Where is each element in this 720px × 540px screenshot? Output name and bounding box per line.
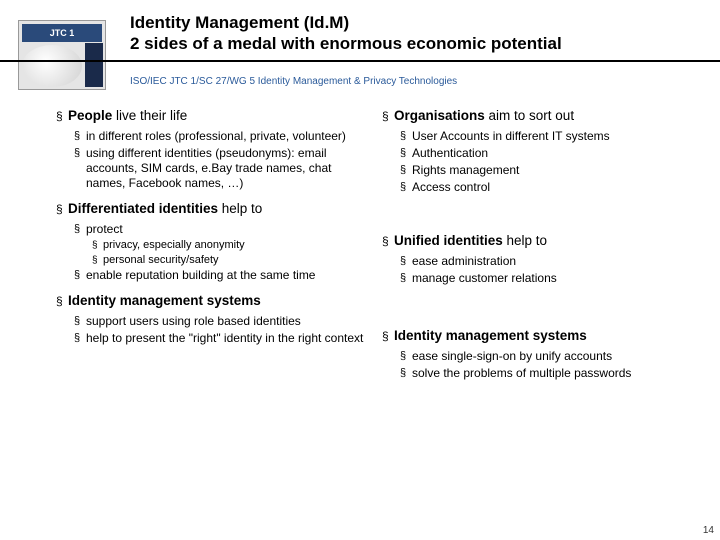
bullet-differentiated: Differentiated identities help to	[56, 201, 364, 218]
bullet-people-bold: People	[68, 108, 112, 123]
bullet-authentication: Authentication	[400, 146, 690, 161]
bullet-differentiated-rest: help to	[218, 201, 262, 216]
bullet-reputation: enable reputation building at the same t…	[74, 268, 364, 283]
bullet-idm-right-bold: Identity management systems	[394, 328, 587, 343]
bullet-privacy: privacy, especially anonymity	[92, 239, 364, 253]
title-line-1: Identity Management (Id.M)	[130, 13, 349, 32]
subheader: ISO/IEC JTC 1/SC 27/WG 5 Identity Manage…	[130, 76, 457, 87]
left-group-people: People live their life in different role…	[56, 108, 364, 191]
bullet-unified: Unified identities help to	[382, 233, 690, 250]
bullet-orgs-rest: aim to sort out	[485, 108, 574, 123]
content-area: People live their life in different role…	[56, 108, 690, 516]
right-group-orgs: Organisations aim to sort out User Accou…	[382, 108, 690, 195]
bullet-orgs: Organisations aim to sort out	[382, 108, 690, 125]
logo-sphere-icon	[22, 45, 82, 87]
right-column: Organisations aim to sort out User Accou…	[382, 108, 690, 516]
bullet-access-control: Access control	[400, 180, 690, 195]
title-underline	[0, 60, 720, 62]
bullet-ease-admin: ease administration	[400, 254, 690, 269]
page-number: 14	[703, 525, 714, 536]
title-line-2: 2 sides of a medal with enormous economi…	[130, 34, 562, 53]
bullet-security: personal security/safety	[92, 254, 364, 268]
left-group-differentiated: Differentiated identities help to protec…	[56, 201, 364, 283]
bullet-role-based: support users using role based identitie…	[74, 314, 364, 329]
logo-side-bar	[85, 43, 103, 87]
bullet-idm-left-bold: Identity management systems	[68, 293, 261, 308]
bullet-unified-rest: help to	[503, 233, 547, 248]
bullet-passwords: solve the problems of multiple passwords	[400, 366, 690, 381]
logo-jtc-label: JTC 1	[22, 24, 102, 42]
slide-header: JTC 1 Identity Management (Id.M) 2 sides…	[0, 0, 720, 95]
bullet-orgs-bold: Organisations	[394, 108, 485, 123]
bullet-rights: Rights management	[400, 163, 690, 178]
left-column: People live their life in different role…	[56, 108, 364, 516]
bullet-user-accounts: User Accounts in different IT systems	[400, 129, 690, 144]
right-group-unified: Unified identities help to ease administ…	[382, 233, 690, 286]
bullet-people: People live their life	[56, 108, 364, 125]
bullet-differentiated-bold: Differentiated identities	[68, 201, 218, 216]
bullet-unified-bold: Unified identities	[394, 233, 503, 248]
bullet-pseudonyms: using different identities (pseudonyms):…	[74, 146, 364, 191]
logo-box: JTC 1	[18, 20, 106, 90]
bullet-protect: protect	[74, 222, 364, 237]
bullet-idm-right: Identity management systems	[382, 328, 690, 345]
bullet-idm-left: Identity management systems	[56, 293, 364, 310]
title-block: Identity Management (Id.M) 2 sides of a …	[130, 12, 700, 55]
bullet-sso: ease single-sign-on by unify accounts	[400, 349, 690, 364]
bullet-roles: in different roles (professional, privat…	[74, 129, 364, 144]
bullet-right-identity: help to present the "right" identity in …	[74, 331, 364, 346]
right-group-idm: Identity management systems ease single-…	[382, 328, 690, 381]
slide-title: Identity Management (Id.M) 2 sides of a …	[130, 12, 700, 55]
left-group-idm: Identity management systems support user…	[56, 293, 364, 346]
bullet-people-rest: live their life	[112, 108, 187, 123]
bullet-customer-rel: manage customer relations	[400, 271, 690, 286]
